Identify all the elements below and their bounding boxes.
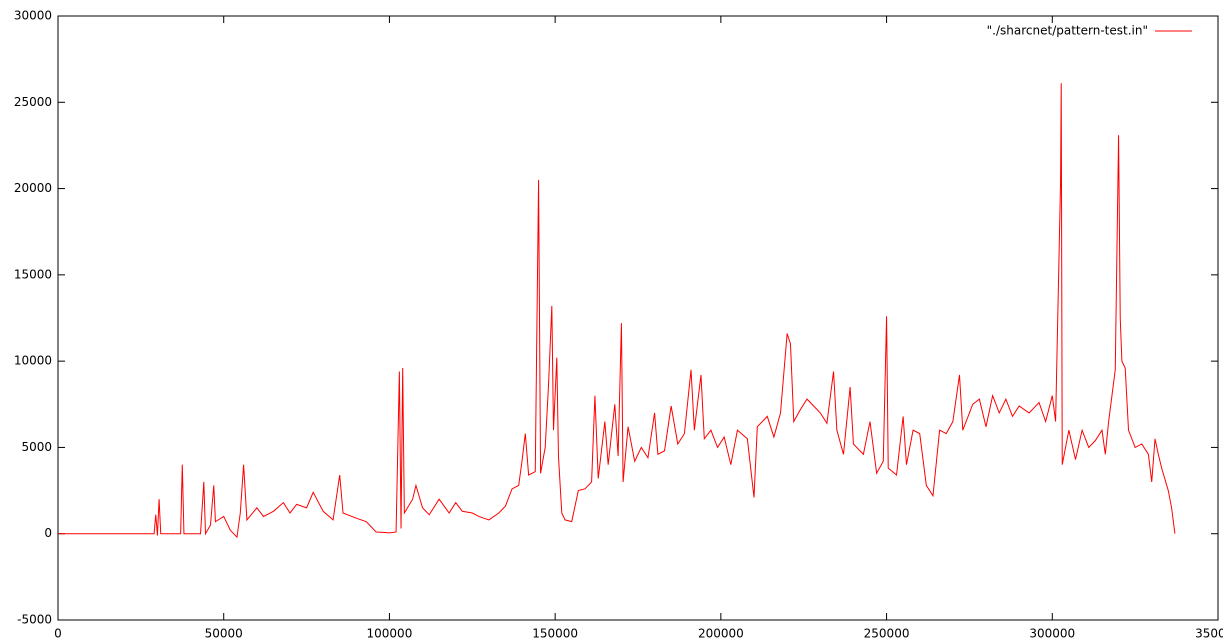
x-tick-label: 150000 — [532, 627, 578, 641]
x-tick-label: 100000 — [367, 627, 413, 641]
y-tick-label: -5000 — [17, 613, 52, 627]
x-tick-label: 0 — [54, 627, 62, 641]
y-tick-label: 25000 — [14, 95, 52, 109]
y-tick-label: 20000 — [14, 181, 52, 195]
x-tick-label: 200000 — [698, 627, 744, 641]
y-tick-label: 30000 — [14, 9, 52, 23]
plot-border — [57, 15, 1219, 621]
y-tick-label: 0 — [44, 526, 52, 540]
data-line — [58, 83, 1176, 539]
y-tick-label: 10000 — [14, 354, 52, 368]
x-tick-label: 50000 — [205, 627, 243, 641]
y-tick-label: 5000 — [21, 440, 52, 454]
x-tick-label: 300000 — [1029, 627, 1075, 641]
y-tick-label: 15000 — [14, 267, 52, 281]
legend-label: "./sharcnet/pattern-test.in" — [987, 24, 1148, 38]
x-tick-label: 350000 — [1195, 627, 1223, 641]
x-tick-label: 250000 — [864, 627, 910, 641]
